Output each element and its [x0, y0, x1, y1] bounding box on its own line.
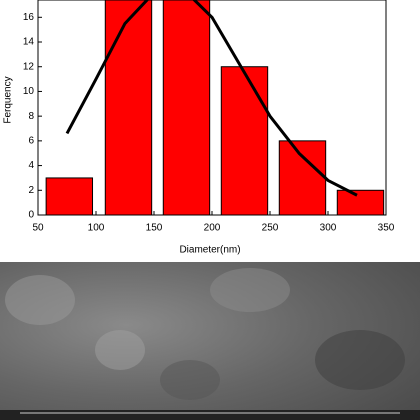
bar — [162, 0, 211, 215]
sem-image — [0, 262, 420, 420]
x-tick-label: 100 — [88, 223, 105, 234]
plot-area — [45, 0, 385, 215]
y-tick-label: 14 — [23, 37, 35, 48]
bar — [220, 66, 269, 215]
y-tick-label: 6 — [28, 136, 34, 147]
y-tick-label: 2 — [28, 185, 34, 196]
y-tick-label: 0 — [28, 210, 34, 221]
fit-curve — [65, 0, 358, 197]
y-tick-label: 12 — [23, 61, 35, 72]
y-axis-label: Ferquency — [3, 76, 14, 123]
x-axis-label: Diameter(nm) — [179, 245, 240, 256]
y-tick-label: 8 — [28, 111, 34, 122]
x-tick-label: 50 — [32, 223, 44, 234]
x-tick-label: 350 — [378, 223, 395, 234]
bar — [104, 0, 153, 215]
x-tick-label: 250 — [262, 223, 279, 234]
y-tick-label: 16 — [23, 12, 35, 23]
y-tick-label: 4 — [28, 160, 34, 171]
bar — [336, 189, 385, 215]
x-tick-label: 300 — [320, 223, 337, 234]
y-tick-label: 10 — [23, 86, 35, 97]
bar — [278, 140, 327, 215]
x-tick-label: 150 — [146, 223, 163, 234]
x-tick-label: 200 — [204, 223, 221, 234]
bar — [45, 177, 94, 215]
